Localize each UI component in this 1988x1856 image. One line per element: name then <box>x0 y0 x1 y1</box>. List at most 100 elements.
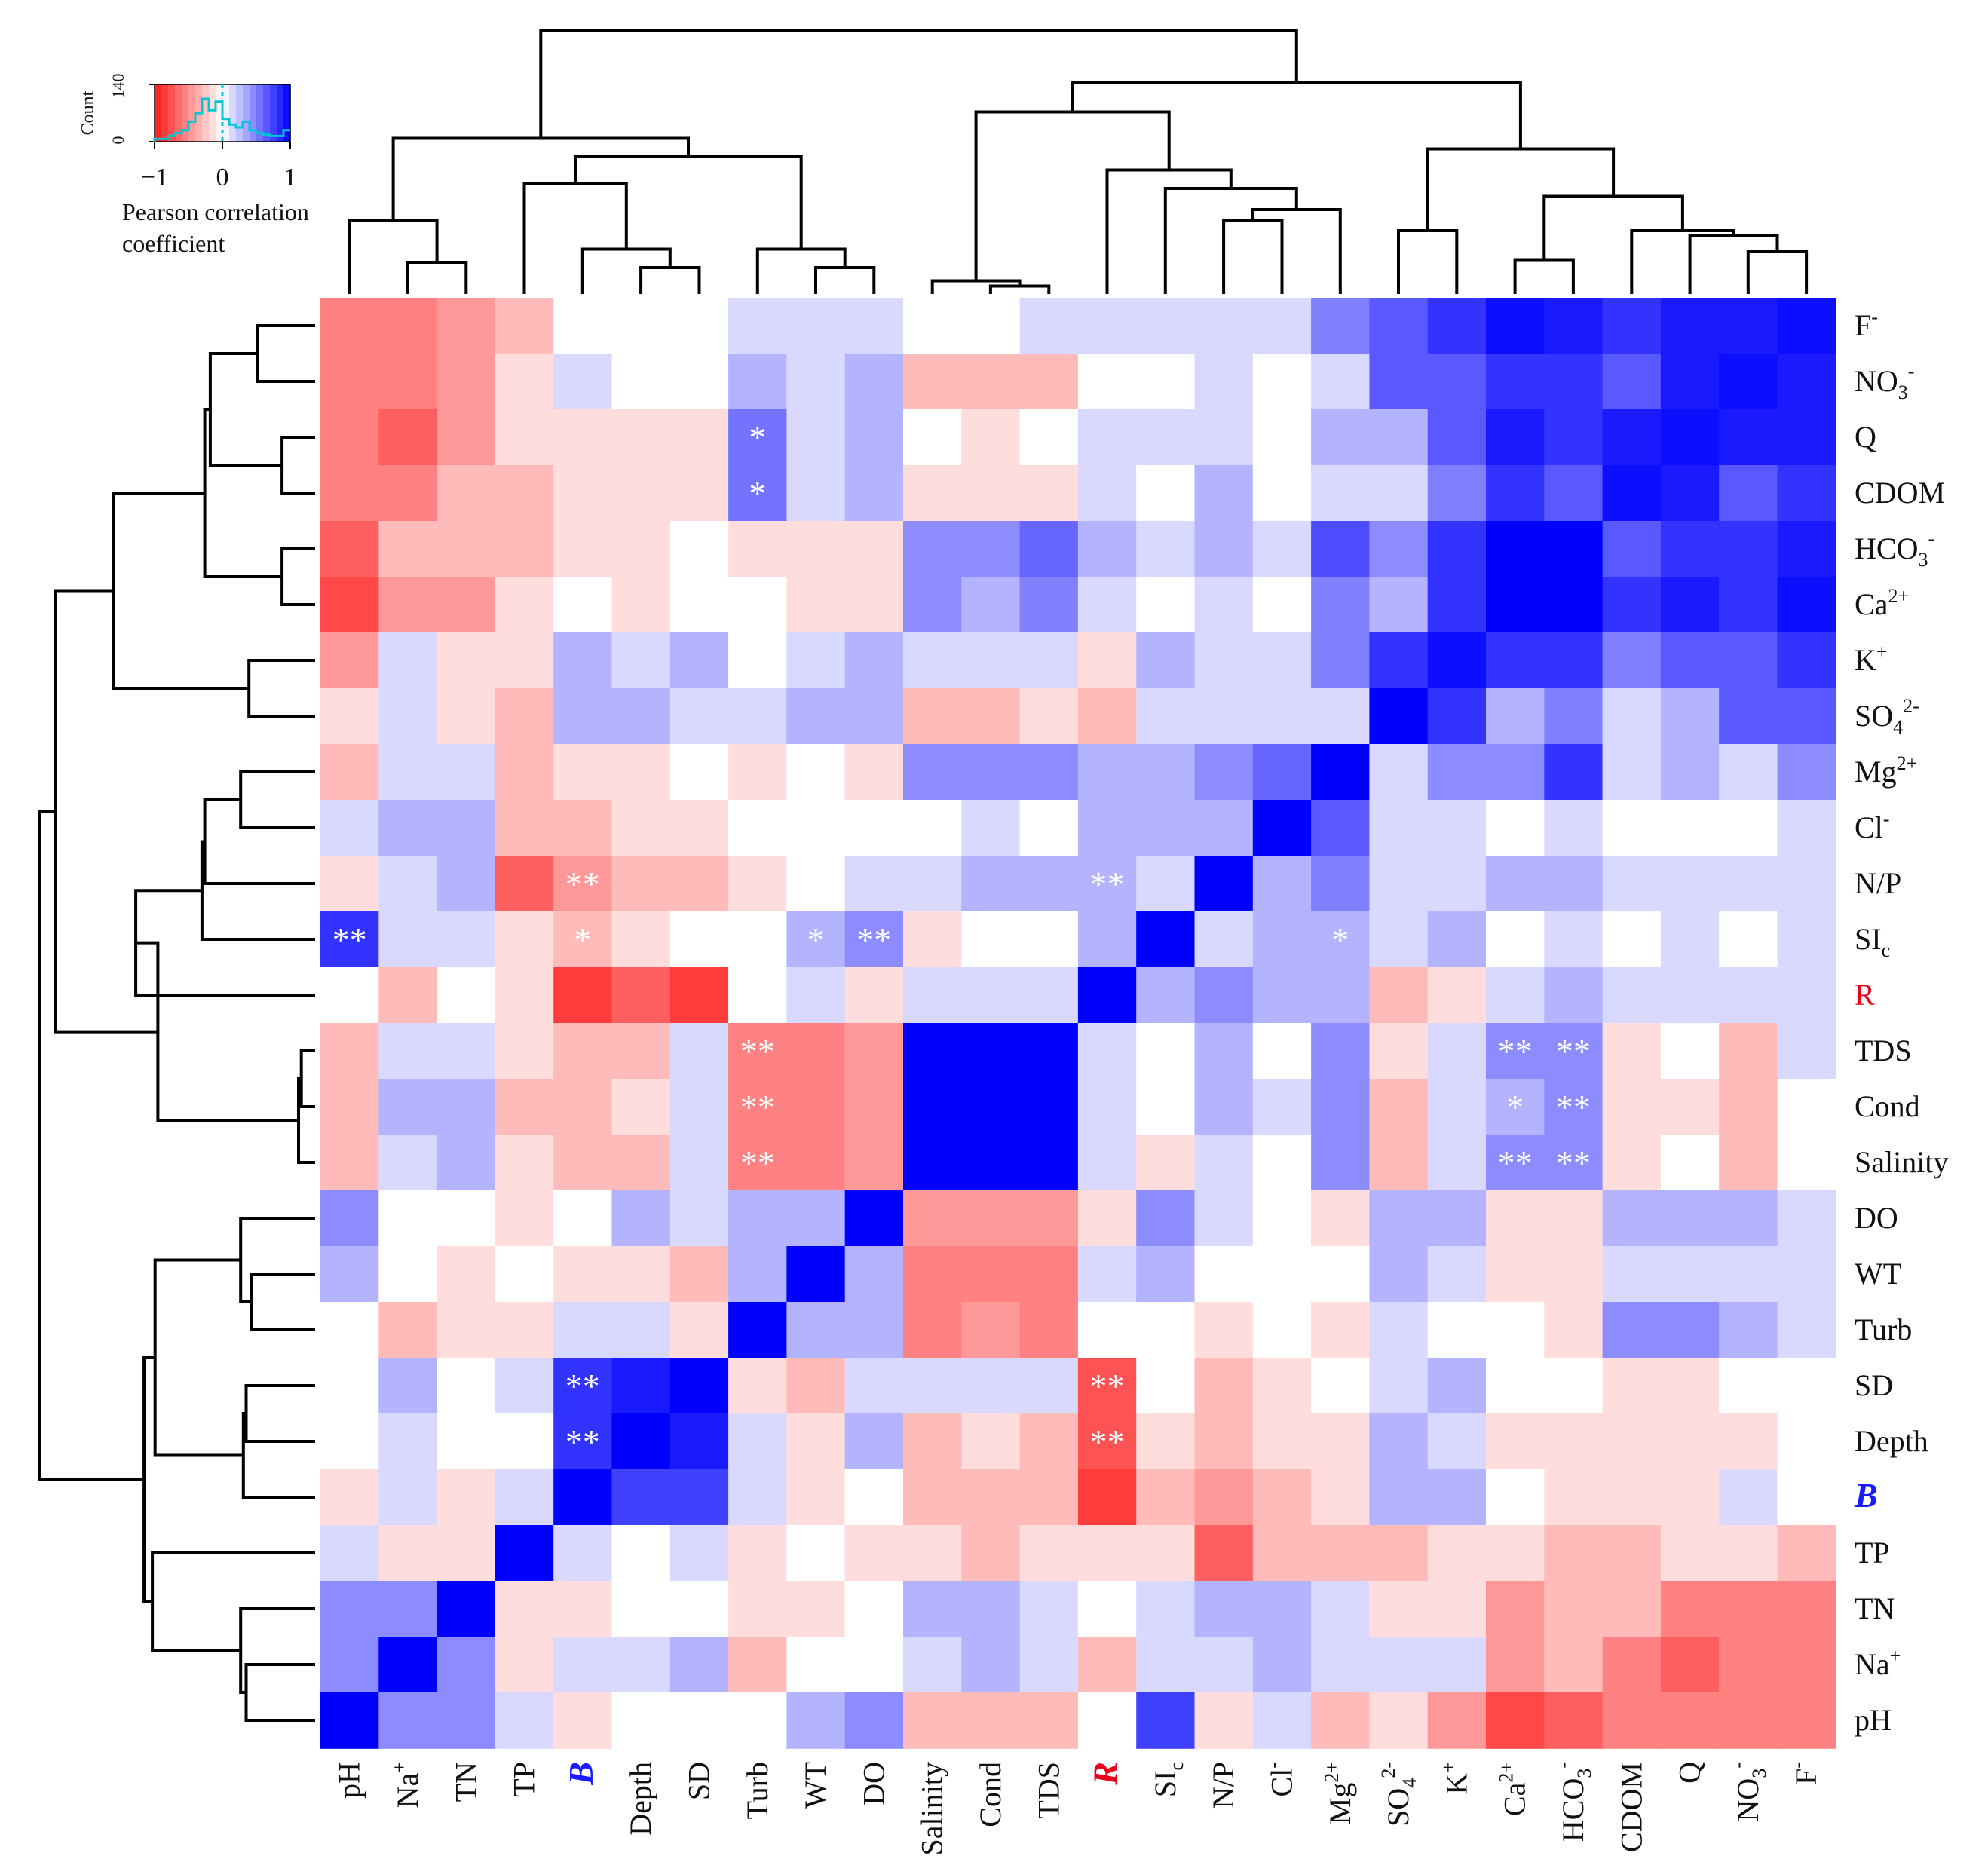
heatmap-cell-r10-c14 <box>1136 856 1196 912</box>
col-dendrogram-link-22 <box>1542 194 1684 260</box>
heatmap-cell-r25-c1 <box>378 1692 438 1749</box>
heatmap-cell-r23-c12 <box>1019 1581 1079 1637</box>
legend-count-label: Count <box>78 90 98 135</box>
heatmap-cell-r10-c21 <box>1544 856 1604 912</box>
heatmap-cell-r15-c22 <box>1602 1135 1662 1191</box>
heatmap-cell-r1-c16 <box>1252 354 1312 410</box>
y-label-hco3minus: HCO3- <box>1855 528 1934 571</box>
heatmap-cell-r11-c11 <box>961 911 1021 968</box>
heatmap-cell-r11-c2 <box>437 911 496 968</box>
y-label-n-p: N/P <box>1855 866 1901 900</box>
heatmap-cell-r21-c20 <box>1486 1469 1545 1526</box>
heatmap-cell-r20-c24 <box>1719 1413 1778 1470</box>
row-dendrogram-link-21 <box>244 1663 315 1722</box>
heatmap-cell-r5-c14 <box>1136 577 1196 633</box>
heatmap-cell-r5-c15 <box>1194 577 1254 633</box>
column-dendrogram <box>348 29 1809 294</box>
heatmap-cell-r14-c18 <box>1369 1079 1429 1135</box>
heatmap-cell-r0-c24 <box>1719 298 1778 354</box>
heatmap-cell-r14-c15 <box>1194 1079 1254 1135</box>
heatmap-cell-r22-c19 <box>1427 1525 1487 1582</box>
heatmap-cell-r3-c25 <box>1777 465 1836 522</box>
heatmap-cell-r17-c19 <box>1427 1246 1487 1303</box>
heatmap-cell-r6-c15 <box>1194 632 1254 689</box>
heatmap-cell-r4-c19 <box>1427 521 1487 577</box>
heatmap-cell-r7-c17 <box>1311 688 1371 745</box>
significance-mark-r20-c13: ** <box>1090 1423 1125 1461</box>
heatmap-cell-r9-c3 <box>495 800 554 856</box>
heatmap-cell-r2-c2 <box>437 409 496 466</box>
heatmap-cell-r9-c23 <box>1660 800 1720 856</box>
heatmap-cell-r3-c16 <box>1252 465 1312 522</box>
heatmap-cell-r18-c22 <box>1602 1302 1662 1358</box>
heatmap-cell-r25-c8 <box>786 1692 846 1749</box>
legend-color-step-18 <box>277 84 284 142</box>
heatmap-cell-r4-c22 <box>1602 521 1662 577</box>
heatmap-cell-r10-c19 <box>1427 856 1487 912</box>
heatmap-cell-r21-c7 <box>728 1469 788 1526</box>
heatmap-cell-r21-c12 <box>1019 1469 1079 1526</box>
heatmap-cell-r18-c15 <box>1194 1302 1254 1358</box>
heatmap-cell-r6-c21 <box>1544 632 1604 689</box>
row-dendrogram-link-19 <box>241 1412 315 1499</box>
row-dendrogram-link-3 <box>208 352 283 467</box>
heatmap-cell-r12-c1 <box>378 967 438 1024</box>
heatmap-cell-r15-c13 <box>1077 1135 1137 1191</box>
heatmap-cell-r21-c15 <box>1194 1469 1254 1526</box>
heatmap-cell-r7-c4 <box>553 688 613 745</box>
heatmap-cell-r2-c10 <box>903 409 963 466</box>
heatmap-cell-r5-c12 <box>1019 577 1079 633</box>
heatmap-cell-r11-c1 <box>378 911 438 968</box>
heatmap-cell-r9-c5 <box>611 800 671 856</box>
heatmap-cell-r21-c24 <box>1719 1469 1778 1526</box>
heatmap-cell-r8-c16 <box>1252 744 1312 801</box>
heatmap-cell-r14-c24 <box>1719 1079 1778 1135</box>
heatmap-cell-r22-c0 <box>320 1525 380 1582</box>
heatmap-cell-r1-c24 <box>1719 354 1778 410</box>
heatmap-cell-r2-c16 <box>1252 409 1312 466</box>
heatmap-cell-r25-c16 <box>1252 1692 1312 1749</box>
heatmap-cell-r18-c5 <box>611 1302 671 1358</box>
heatmap-cell-r8-c1 <box>378 744 438 801</box>
heatmap-cell-r18-c6 <box>669 1302 729 1358</box>
heatmap-cell-r1-c8 <box>786 354 846 410</box>
heatmap-cell-r1-c12 <box>1019 354 1079 410</box>
heatmap-cell-r5-c23 <box>1660 577 1720 633</box>
heatmap-cell-r7-c9 <box>844 688 904 745</box>
heatmap-cell-r3-c9 <box>844 465 904 522</box>
legend-color-step-12 <box>236 84 244 142</box>
heatmap-cell-r4-c11 <box>961 521 1021 577</box>
heatmap-cell-r15-c2 <box>437 1135 496 1191</box>
heatmap-cell-r25-c5 <box>611 1692 671 1749</box>
heatmap-cell-r2-c11 <box>961 409 1021 466</box>
heatmap-cell-r19-c23 <box>1660 1358 1720 1414</box>
heatmap-cell-r1-c4 <box>553 354 613 410</box>
heatmap-cell-r24-c2 <box>437 1637 496 1693</box>
heatmap-cell-r1-c7 <box>728 354 788 410</box>
heatmap-cell-r23-c20 <box>1486 1581 1545 1637</box>
x-label-b: B <box>562 1762 600 1786</box>
heatmap-cell-r22-c24 <box>1719 1525 1778 1582</box>
heatmap-cell-r2-c25 <box>1777 409 1836 466</box>
heatmap-cell-r9-c17 <box>1311 800 1371 856</box>
heatmap-cell-r14-c10 <box>903 1079 963 1135</box>
heatmap-cell-r25-c11 <box>961 1692 1021 1749</box>
heatmap-cell-r24-c22 <box>1602 1637 1662 1693</box>
legend-color-step-4 <box>182 84 189 142</box>
y-label-q: Q <box>1855 420 1876 454</box>
row-dendrogram-link-20 <box>153 1258 244 1457</box>
heatmap-cell-r4-c13 <box>1077 521 1137 577</box>
heatmap-cell-r14-c3 <box>495 1079 554 1135</box>
heatmap-cell-r19-c19 <box>1427 1358 1487 1414</box>
heatmap-cell-r20-c23 <box>1660 1413 1720 1470</box>
row-dendrogram-link-6 <box>247 659 315 718</box>
col-dendrogram-link-10 <box>988 284 1051 294</box>
heatmap-cell-r3-c5 <box>611 465 671 522</box>
legend-color-step-13 <box>243 84 250 142</box>
heatmap-cell-r15-c5 <box>611 1135 671 1191</box>
heatmap-cell-r19-c25 <box>1777 1358 1836 1414</box>
heatmap-cell-r20-c16 <box>1252 1413 1312 1470</box>
heatmap-cell-r16-c20 <box>1486 1190 1545 1247</box>
heatmap-cell-r15-c10 <box>903 1135 963 1191</box>
y-label-tp: TP <box>1855 1536 1890 1570</box>
